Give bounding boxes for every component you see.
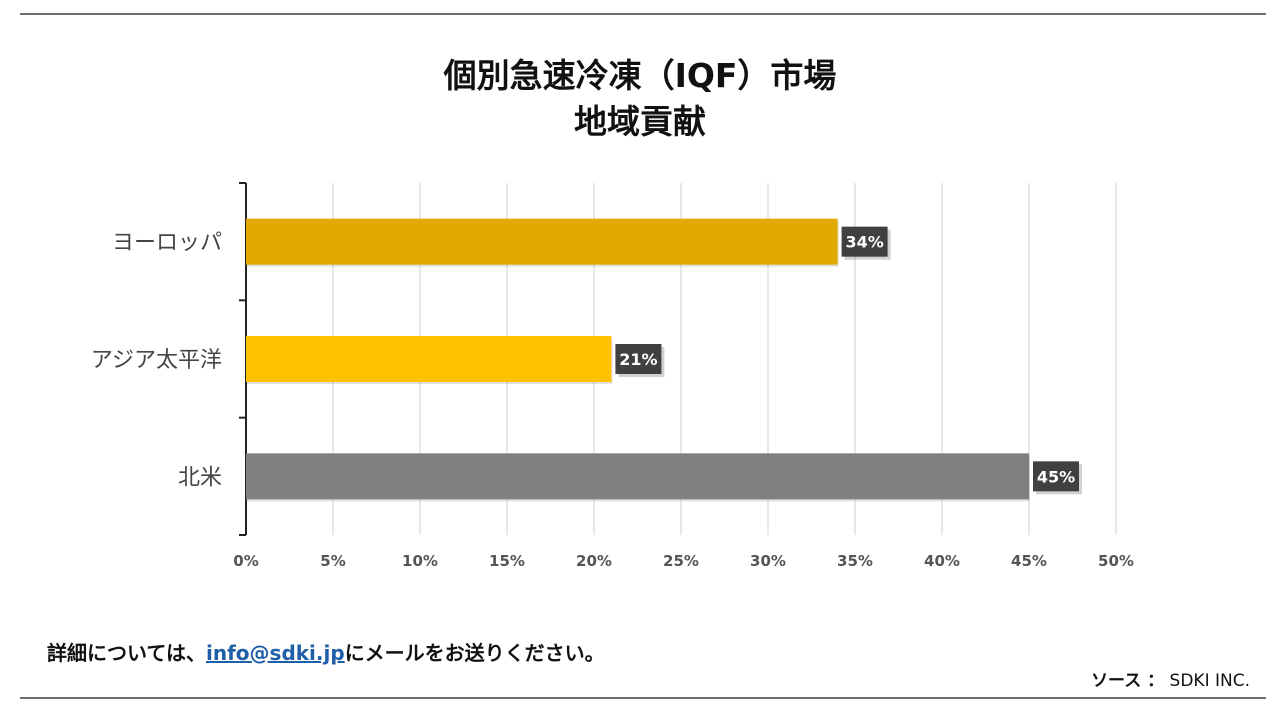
x-tick-label-10: 50% [1098, 552, 1134, 570]
x-tick-label-9: 45% [1011, 552, 1047, 570]
x-tick-label-3: 15% [489, 552, 525, 570]
source-value: SDKI INC. [1169, 671, 1250, 691]
contact-prefix: 詳細については、 [47, 641, 206, 665]
bar-0 [246, 218, 838, 265]
x-tick-label-4: 20% [576, 552, 612, 570]
category-label-1: アジア太平洋 [91, 348, 222, 373]
data-label-box-2 [1033, 461, 1079, 492]
data-label-2: 45% [1037, 467, 1075, 486]
data-label-0: 34% [845, 233, 883, 252]
bar-1 [246, 336, 612, 382]
chart-title-line1: 個別急速冷凍（IQF）市場 [443, 56, 837, 95]
source-note: ソース ： SDKI INC. [1091, 666, 1250, 691]
chart-title-line2: 地域貢献 [574, 102, 706, 141]
top-rule [20, 13, 1266, 15]
bottom-rule [20, 697, 1266, 699]
data-label-box-1 [615, 344, 662, 374]
x-tick-label-8: 40% [924, 552, 960, 570]
x-tick-label-7: 35% [837, 552, 873, 570]
contact-note: 詳細については、info@sdki.jpにメールをお送りください。 [47, 637, 605, 666]
x-tick-label-0: 0% [233, 552, 258, 570]
contact-suffix: にメールをお送りください。 [344, 641, 605, 665]
data-label-box-0 [841, 226, 888, 257]
data-label-1: 21% [619, 350, 657, 369]
x-tick-label-2: 10% [402, 552, 438, 570]
x-tick-label-6: 30% [750, 552, 786, 570]
x-tick-label-1: 5% [320, 552, 345, 570]
bar-2 [246, 453, 1029, 500]
x-tick-label-5: 25% [663, 552, 699, 570]
source-label: ソース ： [1091, 671, 1165, 691]
contact-email-link[interactable]: info@sdki.jp [206, 641, 345, 665]
category-label-0: ヨーロッパ [112, 231, 222, 256]
category-label-2: 北米 [178, 465, 222, 490]
